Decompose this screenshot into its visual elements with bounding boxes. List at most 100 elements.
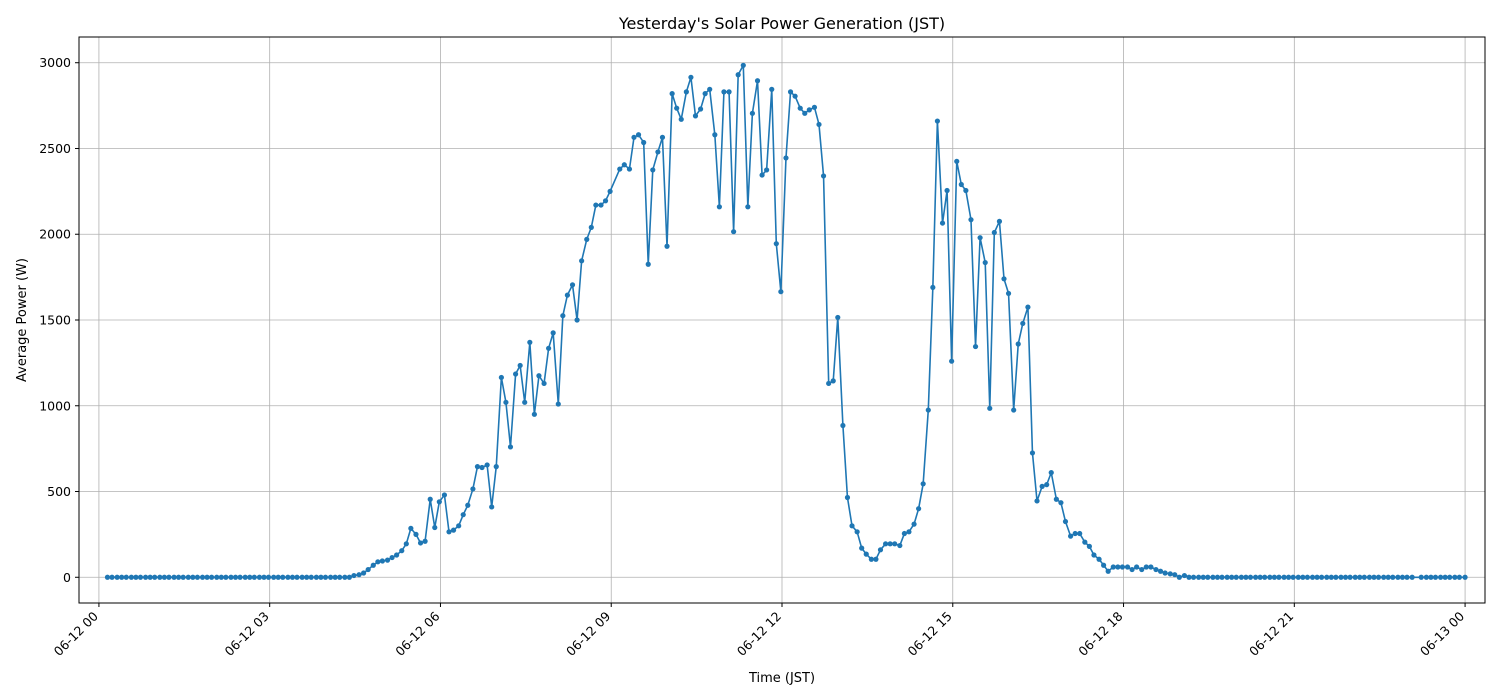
data-point (1342, 574, 1349, 580)
x-tick-label: 06-12 06 (392, 608, 442, 658)
x-tick-label: 06-12 21 (1246, 609, 1296, 659)
data-point (650, 167, 656, 173)
x-tick-label: 06-12 12 (734, 609, 784, 659)
data-point (417, 540, 424, 546)
grid-lines (79, 37, 1485, 603)
data-point (1409, 574, 1415, 580)
data-point (318, 574, 324, 580)
data-point (726, 89, 732, 95)
data-point (479, 464, 485, 471)
data-point (185, 574, 191, 580)
data-point (1304, 574, 1310, 580)
data-point (887, 541, 893, 547)
data-point (379, 558, 385, 564)
data-point (550, 330, 556, 336)
data-point (493, 464, 499, 470)
data-point (541, 380, 547, 387)
data-point (1162, 570, 1168, 576)
data-point (1205, 574, 1211, 580)
data-point (735, 72, 741, 78)
data-point (190, 574, 196, 580)
data-point (1432, 574, 1439, 580)
data-point (655, 149, 661, 155)
data-point (698, 106, 704, 112)
data-point (1442, 574, 1448, 580)
y-tick-label: 3000 (39, 55, 71, 70)
data-point (123, 574, 129, 580)
data-point (1456, 574, 1462, 580)
data-point (1139, 566, 1145, 573)
x-tick-label: 06-12 00 (51, 608, 101, 658)
data-point (1062, 518, 1069, 525)
data-point (176, 574, 182, 580)
data-point (731, 229, 737, 235)
data-point (1129, 566, 1135, 573)
data-point (232, 574, 239, 580)
data-point (1005, 290, 1012, 297)
data-point (977, 235, 983, 241)
data-point (1029, 450, 1036, 456)
x-axis-label: Time (JST) (748, 671, 815, 686)
data-point (128, 574, 134, 580)
data-point (1385, 574, 1391, 580)
data-point (1219, 574, 1225, 580)
data-point (507, 444, 514, 450)
data-point (1352, 574, 1358, 580)
data-point (674, 105, 680, 111)
data-point (863, 551, 869, 557)
data-point (1181, 572, 1188, 579)
data-point (626, 166, 633, 172)
data-point (826, 380, 832, 387)
data-point (147, 574, 153, 580)
data-point (1200, 574, 1206, 580)
data-point (166, 574, 172, 580)
data-point (104, 574, 111, 580)
y-tick-label: 1000 (39, 398, 71, 413)
data-point (394, 552, 400, 558)
data-point (171, 574, 177, 580)
data-point (958, 181, 964, 188)
data-point (1262, 574, 1268, 580)
data-point (949, 358, 955, 364)
data-point (806, 107, 812, 113)
data-point (659, 134, 666, 140)
data-point (1438, 574, 1444, 580)
data-point (1371, 574, 1377, 580)
data-point (1044, 482, 1050, 488)
data-point (1395, 574, 1401, 580)
data-point (773, 241, 779, 247)
data-point (759, 172, 765, 178)
data-point (574, 317, 580, 323)
data-point (1233, 574, 1239, 580)
data-point (1462, 574, 1468, 580)
data-point (1196, 574, 1202, 580)
data-point (209, 574, 215, 580)
data-point (764, 167, 770, 173)
data-point (645, 261, 651, 267)
data-point (375, 559, 381, 565)
data-point (289, 574, 296, 580)
data-point (1423, 574, 1429, 580)
data-point (313, 574, 319, 580)
data-point (1039, 483, 1045, 489)
data-point (1333, 574, 1339, 580)
data-point (721, 89, 727, 95)
data-point (569, 282, 576, 288)
series-layer (104, 62, 1468, 580)
data-point (247, 574, 253, 580)
data-point (1143, 564, 1149, 570)
data-point (1290, 574, 1296, 580)
data-point (631, 134, 637, 140)
data-point (1124, 564, 1131, 570)
data-point (1418, 574, 1424, 580)
data-point (204, 574, 210, 580)
data-point (1053, 496, 1059, 502)
data-point (1148, 564, 1154, 570)
data-point (308, 574, 314, 580)
data-point (299, 574, 305, 580)
data-point (384, 557, 391, 563)
x-tick-label: 06-13 00 (1417, 608, 1467, 658)
data-point (664, 243, 670, 249)
data-point (811, 104, 818, 110)
data-point (1186, 574, 1192, 580)
